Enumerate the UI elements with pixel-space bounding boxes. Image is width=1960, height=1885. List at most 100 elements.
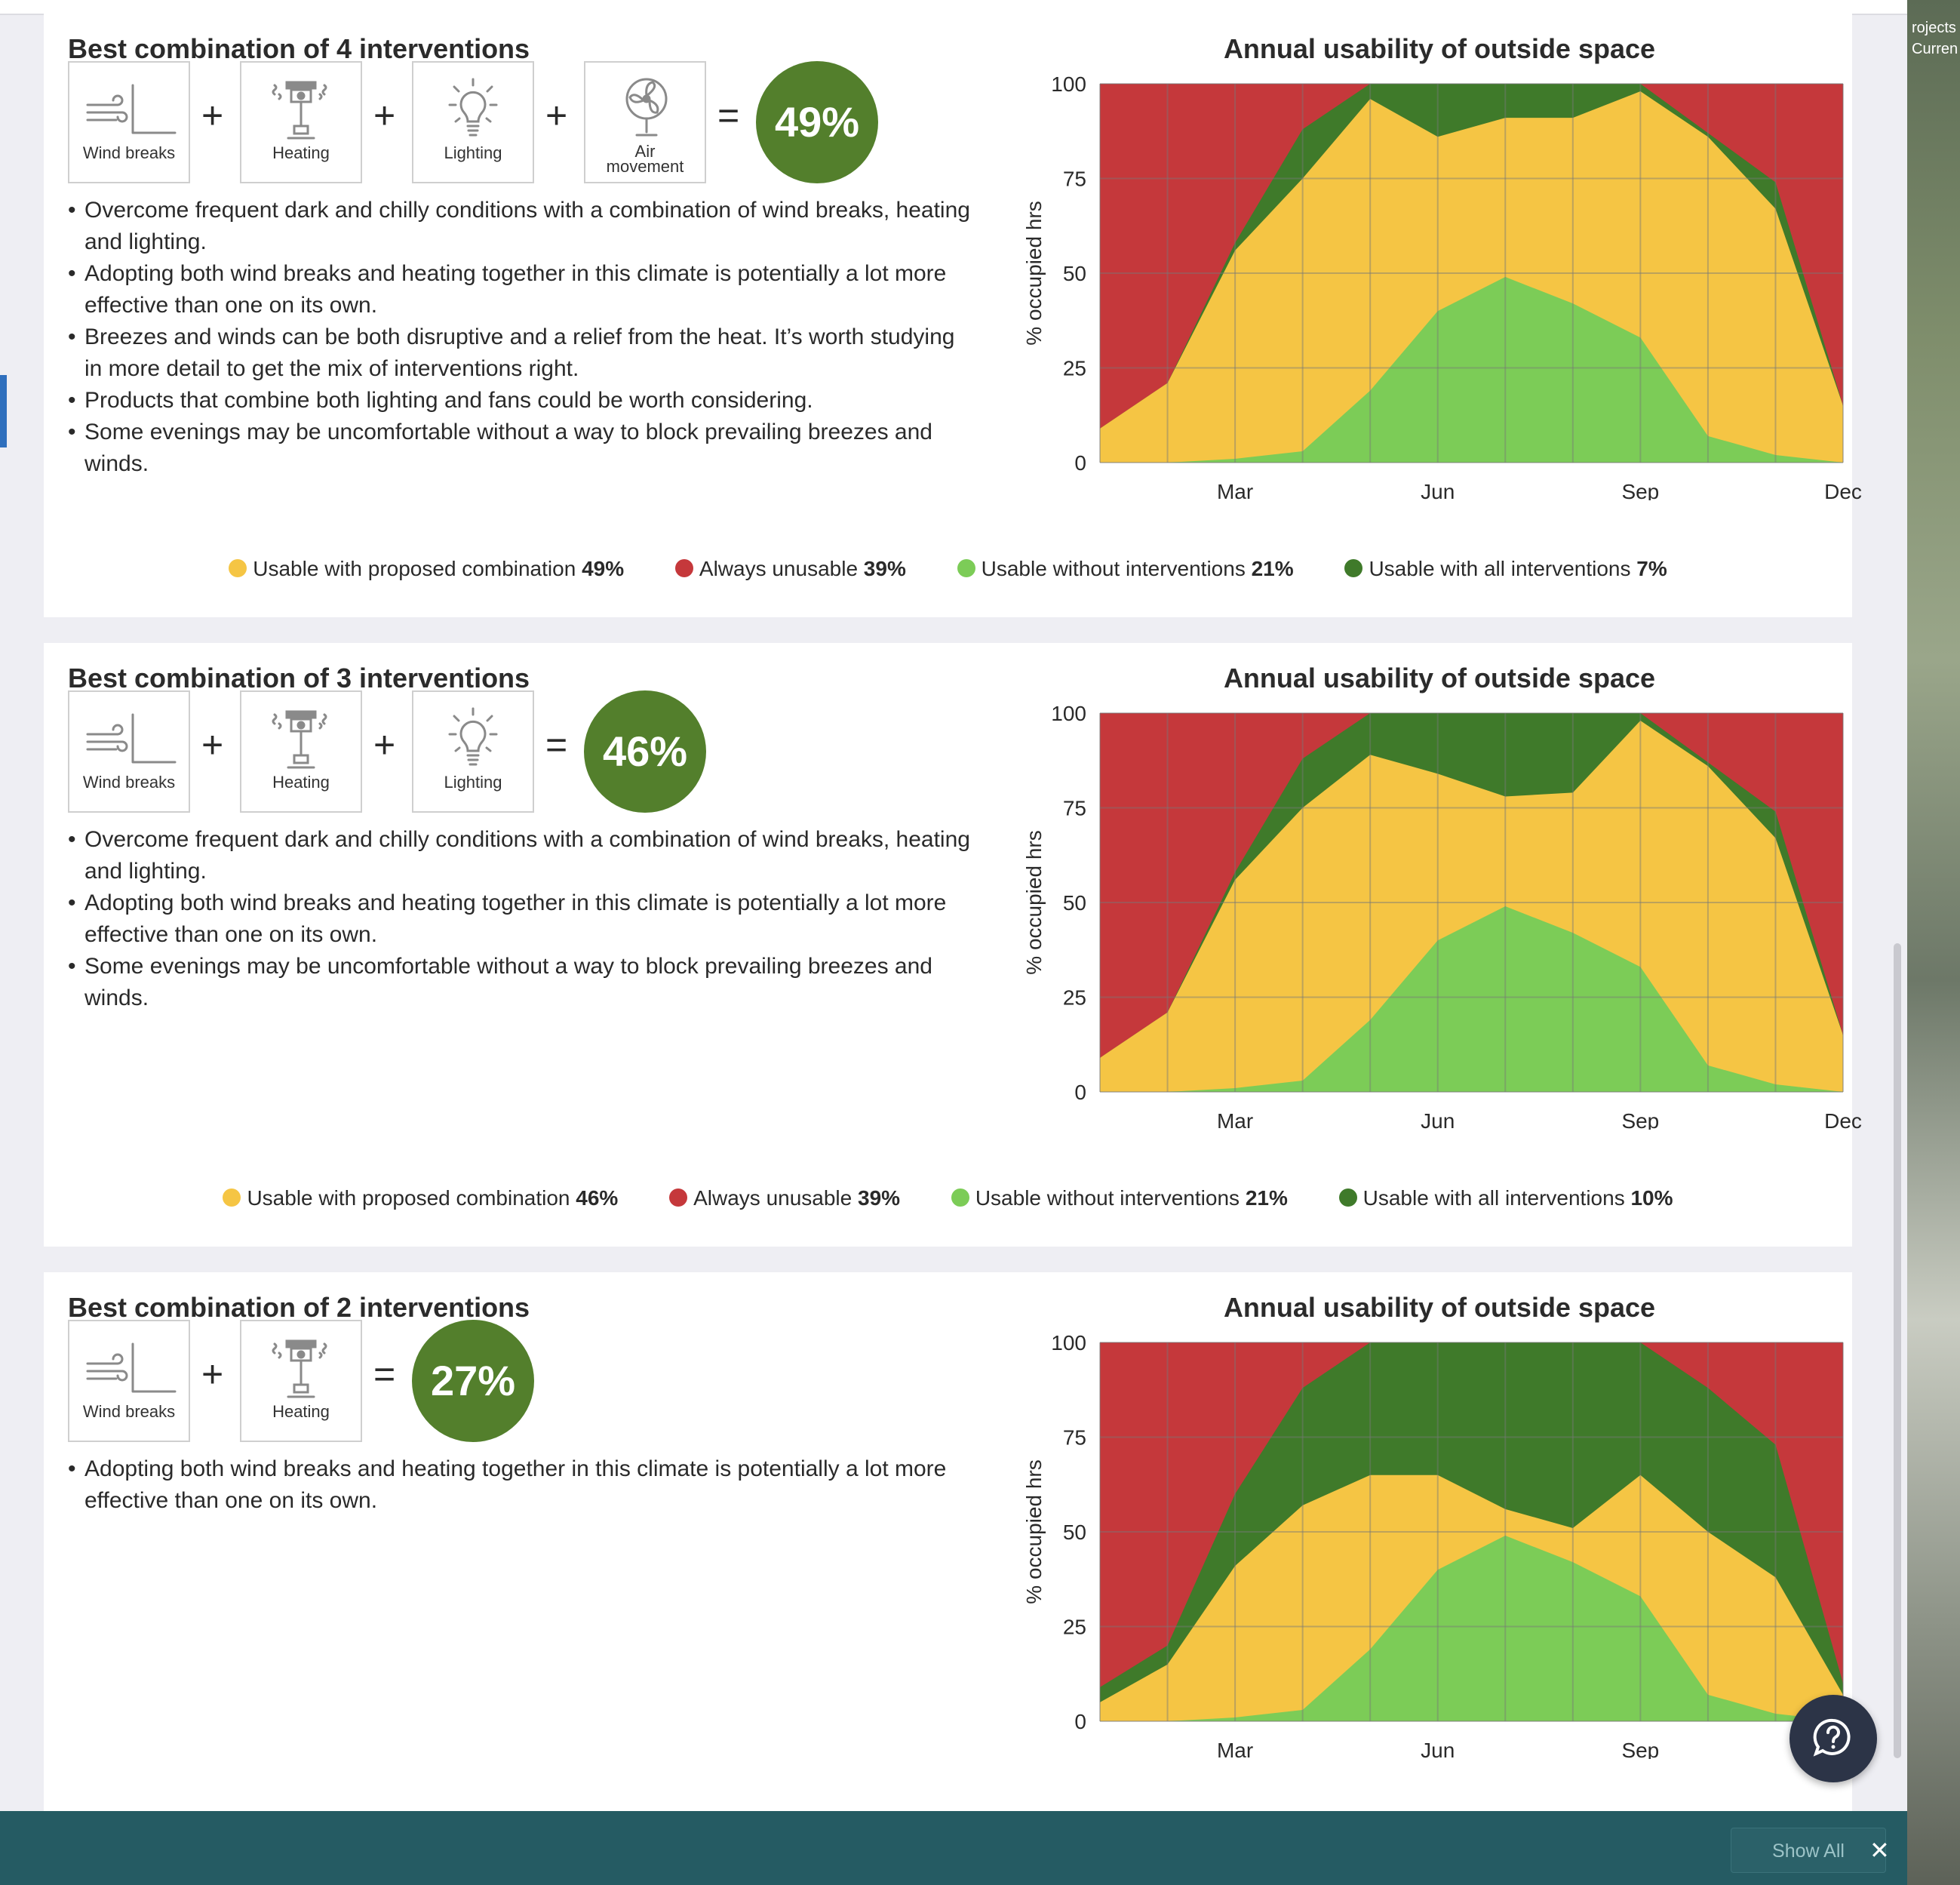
plus-operator: + — [201, 724, 224, 766]
intervention-label: Air movement — [606, 142, 684, 176]
legend-item-proposed[interactable]: Usable with proposed combination 46% — [223, 1186, 618, 1210]
plus-operator: + — [201, 94, 224, 137]
bullet-item: Breezes and winds can be both disruptive… — [68, 321, 973, 385]
x-tick-label: Jun — [1421, 480, 1455, 500]
series-area-without — [1100, 1536, 1843, 1721]
series-area-without — [1100, 277, 1843, 463]
legend-label: Usable with all interventions — [1362, 1186, 1625, 1210]
help-chat-icon — [1813, 1718, 1851, 1757]
chart-legend: Usable with proposed combination 46% Alw… — [44, 1186, 1852, 1210]
side-panel-text: Curren — [1912, 41, 1958, 57]
bullet-item: Adopting both wind breaks and heating to… — [68, 258, 973, 321]
y-tick-label: 25 — [1063, 986, 1086, 1010]
plus-operator: + — [373, 94, 396, 137]
intervention-label: Lighting — [444, 143, 502, 162]
equals-operator: = — [373, 1353, 396, 1395]
legend-item-proposed[interactable]: Usable with proposed combination 49% — [229, 557, 624, 581]
legend-dot — [674, 559, 693, 577]
bullet-item: Products that combine both lighting and … — [68, 385, 973, 417]
intervention-label: Wind breaks — [82, 773, 176, 792]
legend-value: 21% — [1245, 1186, 1288, 1210]
bullet-list: Overcome frequent dark and chilly condit… — [68, 824, 973, 1014]
legend-label: Usable with proposed combination — [253, 557, 576, 580]
result-badge: 46% — [584, 690, 706, 813]
wind-breaks-icon — [86, 84, 177, 134]
card-title: Best combination of 2 interventions — [68, 1292, 530, 1323]
wind-breaks-icon — [86, 713, 177, 764]
intervention-heating: Heating — [240, 690, 362, 813]
left-nav-indicator[interactable] — [0, 375, 7, 447]
intervention-card: Best combination of 3 interventions Wind… — [44, 643, 1862, 1247]
legend-item-unusable[interactable]: Always unusable 39% — [669, 1186, 900, 1210]
x-tick-label: Jun — [1421, 1109, 1455, 1130]
legend-value: 39% — [863, 557, 906, 580]
result-badge: 49% — [756, 61, 878, 183]
top-bar — [0, 0, 1907, 15]
intervention-air-movement: Air movement — [584, 61, 706, 183]
close-icon[interactable]: ✕ — [1869, 1837, 1890, 1864]
legend-item-without[interactable]: Usable without interventions 21% — [957, 557, 1294, 581]
plus-operator: + — [201, 1353, 224, 1395]
bullet-item: Adopting both wind breaks and heating to… — [68, 887, 973, 951]
y-tick-label: 75 — [1063, 797, 1086, 820]
legend-item-without[interactable]: Usable without interventions 21% — [951, 1186, 1288, 1210]
y-axis-label: % occupied hrs — [1022, 830, 1046, 974]
legend-item-all[interactable]: Usable with all interventions 10% — [1338, 1186, 1673, 1210]
intervention-label: Wind breaks — [82, 143, 176, 162]
result-badge: 27% — [412, 1320, 534, 1442]
y-tick-label: 0 — [1074, 1081, 1086, 1104]
help-chat-button[interactable] — [1789, 1695, 1877, 1782]
intervention-wind-breaks: Wind breaks — [68, 690, 190, 813]
intervention-card: Best combination of 2 interventions Wind… — [44, 1272, 1862, 1811]
card-title: Best combination of 4 interventions — [68, 33, 530, 64]
side-panel-text: rojects — [1912, 20, 1956, 36]
legend-dot — [951, 1189, 969, 1207]
intervention-lighting: Lighting — [412, 61, 534, 183]
legend-dot — [1344, 559, 1363, 577]
y-tick-label: 50 — [1063, 891, 1086, 915]
intervention-wind-breaks: Wind breaks — [68, 1320, 190, 1442]
bullet-item: Overcome frequent dark and chilly condit… — [68, 195, 973, 258]
legend-dot — [669, 1189, 688, 1207]
fan-icon — [625, 78, 668, 137]
x-tick-label: Dec — [1824, 480, 1862, 500]
y-tick-label: 75 — [1063, 168, 1086, 191]
bullet-item: Some evenings may be uncomfortable witho… — [68, 417, 973, 480]
x-tick-label: Dec — [1824, 1109, 1862, 1130]
x-tick-label: Sep — [1621, 480, 1659, 500]
intervention-wind-breaks: Wind breaks — [68, 61, 190, 183]
legend-label: Usable without interventions — [981, 557, 1246, 580]
heater-icon — [272, 81, 327, 140]
legend-label: Usable without interventions — [975, 1186, 1240, 1210]
legend-label: Usable with proposed combination — [247, 1186, 570, 1210]
scrollbar[interactable] — [1894, 943, 1901, 1758]
y-tick-label: 50 — [1063, 1521, 1086, 1544]
y-axis-label: % occupied hrs — [1022, 1459, 1046, 1604]
legend-value: 46% — [576, 1186, 619, 1210]
chart-legend: Usable with proposed combination 49% Alw… — [44, 557, 1852, 581]
intervention-label: Heating — [272, 143, 330, 162]
y-tick-label: 0 — [1074, 451, 1086, 475]
background-photo-panel: rojects Curren — [1907, 0, 1960, 1885]
bullet-item: Adopting both wind breaks and heating to… — [68, 1453, 973, 1517]
legend-value: 7% — [1636, 557, 1667, 580]
light-bulb-icon — [448, 707, 498, 766]
y-axis-label: % occupied hrs — [1022, 201, 1046, 345]
legend-item-unusable[interactable]: Always unusable 39% — [674, 557, 906, 581]
bullet-item: Some evenings may be uncomfortable witho… — [68, 951, 973, 1014]
legend-value: 39% — [858, 1186, 901, 1210]
x-tick-label: Sep — [1621, 1109, 1659, 1130]
intervention-label: Wind breaks — [82, 1402, 176, 1421]
legend-value: 21% — [1251, 557, 1294, 580]
bullet-item: Overcome frequent dark and chilly condit… — [68, 824, 973, 887]
show-all-button[interactable]: Show All — [1731, 1828, 1886, 1873]
legend-item-all[interactable]: Usable with all interventions 7% — [1344, 557, 1667, 581]
equals-operator: = — [545, 724, 568, 766]
y-tick-label: 75 — [1063, 1426, 1086, 1450]
plus-operator: + — [545, 94, 568, 137]
chart-title: Annual usability of outside space — [1223, 33, 1656, 64]
series-area-without — [1100, 906, 1843, 1092]
heater-icon — [272, 1339, 327, 1398]
legend-dot — [229, 559, 247, 577]
